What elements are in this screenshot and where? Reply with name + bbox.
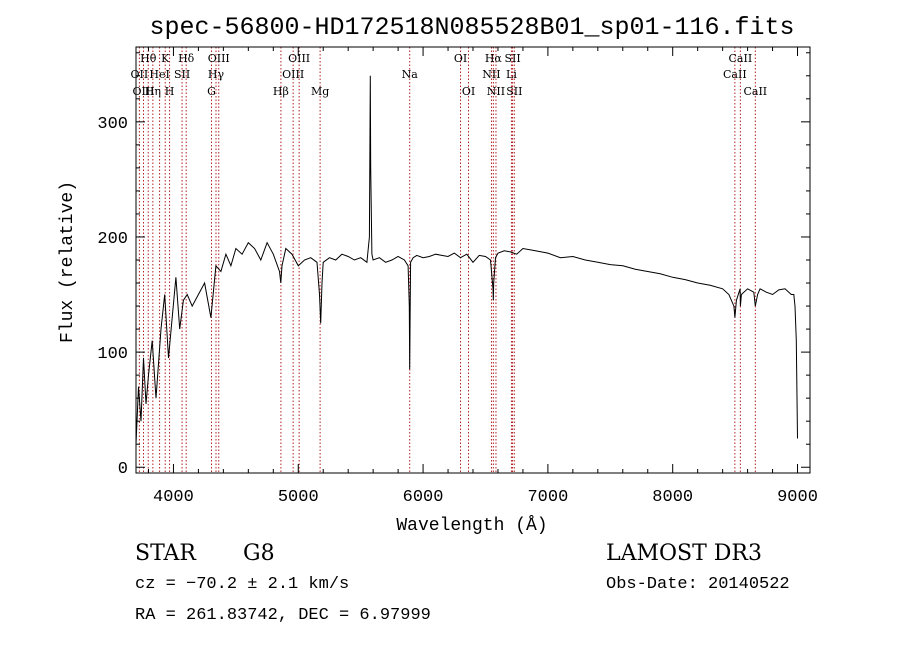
marker-label-20: NII: [482, 68, 500, 81]
survey-name: LAMOST DR3: [606, 541, 762, 566]
marker-label-13: OIII: [282, 68, 304, 81]
y-tick-label-300: 300: [97, 115, 128, 134]
marker-label-21: NII: [487, 85, 505, 98]
marker-label-16: Na: [402, 68, 419, 81]
marker-label-5: Hη: [145, 85, 161, 98]
x-tick-label-5000: 5000: [278, 488, 319, 507]
marker-label-10: Hγ: [208, 68, 225, 81]
marker-label-6: Hδ: [178, 52, 195, 65]
marker-label-25: CaII: [729, 52, 753, 65]
marker-label-11: G: [207, 85, 216, 98]
marker-label-14: Hβ: [273, 85, 289, 98]
line-marker-labels: Hθ OII OIII K HeI Hη Hδ SII H OIII Hγ G OIII OIII Hβ Mg…: [131, 52, 768, 98]
y-axis-ticks: 0 100 200 300: [97, 52, 810, 479]
marker-label-15: Mg: [311, 85, 329, 98]
marker-label-23: Li: [506, 68, 517, 81]
marker-label-19: Hα: [485, 52, 503, 65]
obs-date: Obs-Date: 20140522: [606, 575, 790, 594]
marker-label-9: OIII: [208, 52, 230, 65]
x-tick-label-6000: 6000: [403, 488, 444, 507]
y-tick-label-100: 100: [97, 345, 128, 364]
x-axis-ticks: 4000 5000 6000 7000 8000 9000: [147, 47, 818, 507]
marker-label-26: CaII: [723, 68, 747, 81]
y-tick-label-200: 200: [97, 230, 128, 249]
x-axis-label: Wavelength (Å): [396, 515, 547, 536]
marker-label-3: K: [161, 52, 170, 65]
y-tick-label-0: 0: [118, 460, 128, 479]
plot-frame: [135, 46, 811, 474]
object-subclass: G8: [243, 541, 275, 566]
marker-label-27: CaII: [743, 85, 767, 98]
redshift-text: cz = −70.2 ± 2.1 km/s: [135, 575, 349, 594]
chart-title: spec-56800-HD172518N085528B01_sp01-116.f…: [149, 13, 794, 42]
marker-label-1: OII: [131, 68, 149, 81]
marker-label-4: HeI: [149, 68, 169, 81]
x-tick-label-9000: 9000: [777, 488, 818, 507]
marker-label-17: OI: [454, 52, 467, 65]
marker-label-2: OIII: [132, 85, 154, 98]
y-axis-label: Flux (relative): [58, 181, 78, 343]
x-tick-label-8000: 8000: [652, 488, 693, 507]
marker-label-22: SII: [504, 52, 520, 65]
coordinates: RA = 261.83742, DEC = 6.97999: [135, 606, 431, 625]
x-tick-label-7000: 7000: [527, 488, 568, 507]
x-tick-label-4000: 4000: [153, 488, 194, 507]
marker-label-8: H: [165, 85, 175, 98]
marker-label-18: OI: [462, 85, 475, 98]
marker-label-7: SII: [174, 68, 190, 81]
marker-label-24: SII: [506, 85, 522, 98]
object-class: STAR: [135, 541, 197, 566]
marker-label-0: Hθ: [140, 52, 157, 65]
spectrum-series-line: [135, 75, 798, 445]
line-markers: [138, 47, 756, 473]
marker-label-12: OIII: [288, 52, 310, 65]
